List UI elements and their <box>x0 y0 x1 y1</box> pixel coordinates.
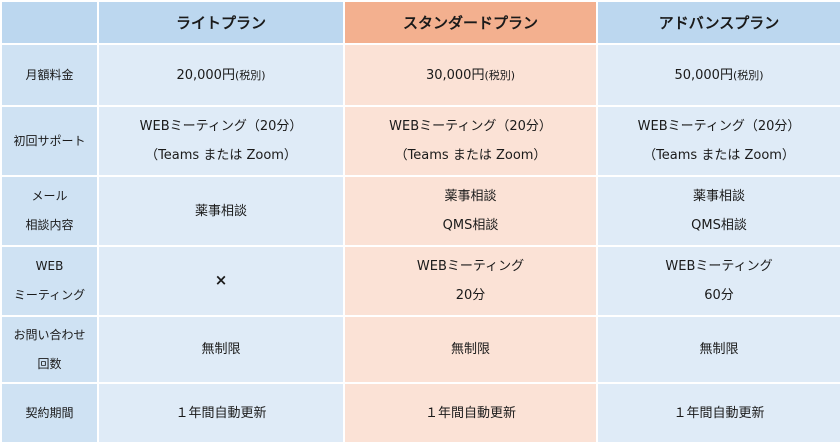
cell-advance-web-meeting: WEBミーティング 60分 <box>596 245 840 317</box>
cell-standard-initial-support: WEBミーティング（20分） （Teams または Zoom） <box>343 105 598 177</box>
support-tools-line: （Teams または Zoom） <box>145 148 297 163</box>
cell-advance-mail-consult: 薬事相談 QMS相談 <box>596 175 840 247</box>
cell-standard-inquiries: 無制限 <box>343 315 598 384</box>
row-mail-consult: メール 相談内容 薬事相談 薬事相談 QMS相談 薬事相談 QMS相談 <box>0 175 840 247</box>
row-label-inquiries: お問い合わせ 回数 <box>0 315 99 384</box>
label-line: メール <box>31 189 68 203</box>
cell-standard-contract: １年間自動更新 <box>343 382 598 444</box>
support-tools-line: （Teams または Zoom） <box>394 148 547 163</box>
cell-light-monthly-fee: 20,000円(税別) <box>97 43 345 107</box>
row-monthly-fee: 月額料金 20,000円(税別) 30,000円(税別) 50,000円(税別) <box>0 43 840 107</box>
cell-standard-mail-consult: 薬事相談 QMS相談 <box>343 175 598 247</box>
header-row: ライトプラン スタンダードプラン アドバンスプラン <box>0 0 840 45</box>
meeting-duration: 60分 <box>704 288 734 303</box>
row-contract: 契約期間 １年間自動更新 １年間自動更新 １年間自動更新 <box>0 382 840 444</box>
plan-header-light: ライトプラン <box>97 0 345 45</box>
label-line: WEB <box>35 259 64 273</box>
support-line: WEBミーティング（20分） <box>389 119 552 134</box>
label-line: お問い合わせ <box>13 327 86 342</box>
consult-item: 薬事相談 <box>692 189 745 204</box>
cell-light-initial-support: WEBミーティング（20分） （Teams または Zoom） <box>97 105 345 177</box>
cell-light-web-meeting: × <box>97 245 345 317</box>
label-line: ミーティング <box>13 288 86 302</box>
label-line: 回数 <box>37 356 62 371</box>
cell-advance-initial-support: WEBミーティング（20分） （Teams または Zoom） <box>596 105 840 177</box>
row-initial-support: 初回サポート WEBミーティング（20分） （Teams または Zoom） W… <box>0 105 840 177</box>
plan-header-standard: スタンダードプラン <box>343 0 598 45</box>
row-label-contract: 契約期間 <box>0 382 99 444</box>
cell-advance-inquiries: 無制限 <box>596 315 840 384</box>
price-note: (税別) <box>484 68 516 82</box>
meeting-line: WEBミーティング <box>665 259 773 274</box>
label-line: 相談内容 <box>25 218 74 232</box>
row-label-monthly-fee: 月額料金 <box>0 43 99 107</box>
row-label-mail-consult: メール 相談内容 <box>0 175 99 247</box>
cell-advance-contract: １年間自動更新 <box>596 382 840 444</box>
cell-standard-web-meeting: WEBミーティング 20分 <box>343 245 598 317</box>
meeting-line: WEBミーティング <box>416 259 525 274</box>
corner-cell <box>0 0 99 45</box>
consult-item: QMS相談 <box>442 218 499 233</box>
cell-light-inquiries: 無制限 <box>97 315 345 384</box>
support-line: WEBミーティング（20分） <box>637 119 801 134</box>
consult-item: 薬事相談 <box>444 189 497 204</box>
cell-standard-monthly-fee: 30,000円(税別) <box>343 43 598 107</box>
row-label-web-meeting: WEB ミーティング <box>0 245 99 317</box>
support-tools-line: （Teams または Zoom） <box>643 148 795 163</box>
support-line: WEBミーティング（20分） <box>139 119 303 134</box>
price-value: 50,000円 <box>674 67 733 83</box>
meeting-duration: 20分 <box>455 288 486 303</box>
consult-item: 薬事相談 <box>194 203 247 219</box>
price-note: (税別) <box>732 68 764 82</box>
row-label-initial-support: 初回サポート <box>0 105 99 177</box>
row-inquiries: お問い合わせ 回数 無制限 無制限 無制限 <box>0 315 840 384</box>
row-web-meeting: WEB ミーティング × WEBミーティング 20分 WEBミーティング 60分 <box>0 245 840 317</box>
price-value: 20,000円 <box>176 67 235 83</box>
consult-item: QMS相談 <box>691 218 747 233</box>
cell-light-mail-consult: 薬事相談 <box>97 175 345 247</box>
cell-advance-monthly-fee: 50,000円(税別) <box>596 43 840 107</box>
not-included-mark: × <box>214 271 228 289</box>
cell-light-contract: １年間自動更新 <box>97 382 345 444</box>
plan-header-advance: アドバンスプラン <box>596 0 840 45</box>
price-value: 30,000円 <box>425 67 485 83</box>
price-note: (税別) <box>234 68 266 82</box>
